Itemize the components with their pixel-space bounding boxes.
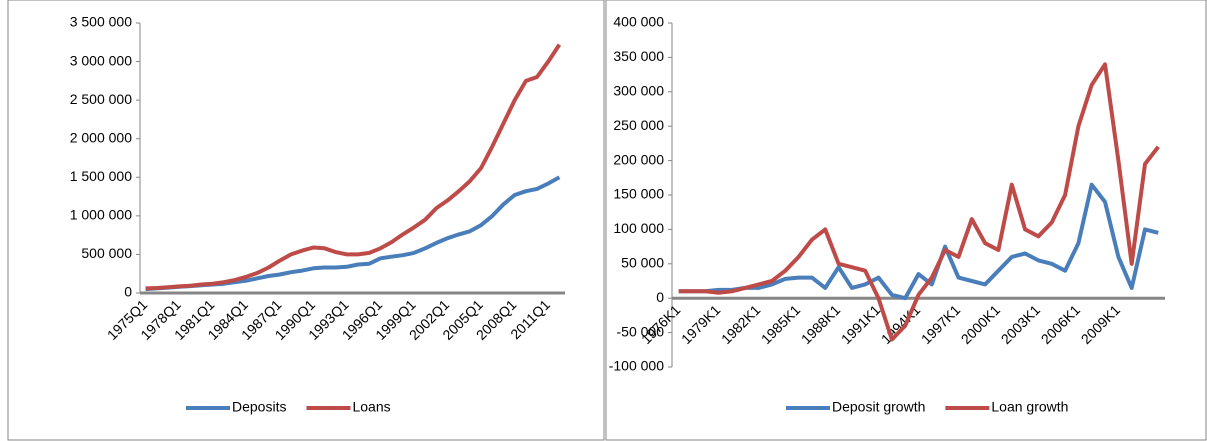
y-tick-label: 500 000	[81, 245, 132, 261]
legend-label: Loans	[352, 399, 390, 415]
y-tick-label: 50 000	[621, 255, 664, 271]
y-tick-label: -100 000	[609, 358, 664, 374]
series-line	[678, 62, 1160, 342]
y-tick-label: 150 000	[613, 186, 664, 202]
y-tick-label: 400 000	[613, 14, 664, 30]
y-tick-label: 1 000 000	[70, 207, 132, 223]
y-tick-label: 1 500 000	[70, 168, 132, 184]
y-tick-label: 2 500 000	[70, 91, 132, 107]
y-tick-label: 100 000	[613, 220, 664, 236]
left-panel	[7, 0, 605, 441]
y-tick-label: 0	[124, 284, 132, 300]
y-tick-label: 350 000	[613, 48, 664, 64]
series-line	[145, 43, 562, 291]
legend-label: Deposits	[232, 399, 286, 415]
y-tick-label: -50 000	[617, 323, 665, 339]
y-tick-label: 3 500 000	[70, 14, 132, 30]
legend-label: Deposit growth	[832, 399, 925, 415]
series-line	[678, 182, 1159, 301]
y-tick-label: 250 000	[613, 117, 664, 133]
y-tick-label: 3 000 000	[70, 52, 132, 68]
legend-label: Loan growth	[991, 399, 1068, 415]
y-tick-label: 2 000 000	[70, 129, 132, 145]
y-tick-label: 0	[656, 289, 664, 305]
y-tick-label: 300 000	[613, 83, 664, 99]
y-tick-label: 200 000	[613, 151, 664, 167]
right-panel	[605, 0, 1207, 441]
